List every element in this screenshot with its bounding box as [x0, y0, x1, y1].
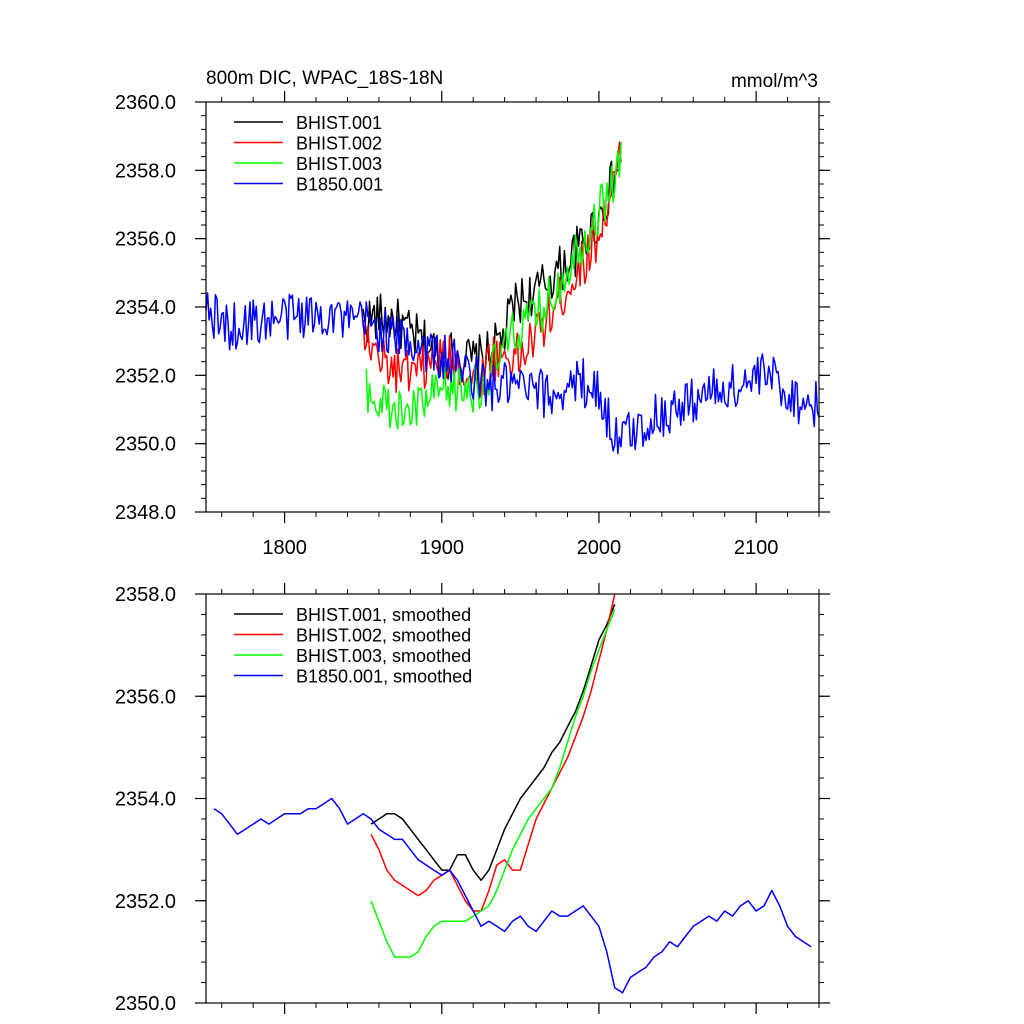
top-panel: 800m DIC, WPAC_18S-18N mmol/m^3 1800 1900… — [115, 68, 830, 559]
y-tick-label: 2348.0 — [115, 502, 176, 524]
bottom-axes: 2350.0 2352.0 2354.0 2356.0 2358.0 — [115, 583, 830, 1015]
series-line-bhist-001-smoothed — [370, 603, 616, 882]
series-line-bhist-003-smoothed — [370, 609, 616, 958]
y-tick-label: 2358.0 — [115, 160, 176, 182]
x-tick-label: 1900 — [420, 537, 465, 559]
y-tick-label: 2358.0 — [115, 584, 176, 606]
x-tick-label: 1800 — [262, 537, 307, 559]
y-tick-label: 2352.0 — [115, 891, 176, 913]
units-label: mmol/m^3 — [731, 71, 818, 92]
series-line-bhist-003 — [365, 142, 622, 430]
y-tick-label: 2356.0 — [115, 229, 176, 251]
x-tick-label: 2100 — [734, 537, 779, 559]
legend-label: BHIST.002 — [296, 134, 382, 154]
chart-title: 800m DIC, WPAC_18S-18N — [206, 68, 443, 89]
legend-label: BHIST.003 — [296, 154, 382, 174]
series-line-bhist-002-smoothed — [370, 593, 616, 912]
y-tick-label: 2352.0 — [115, 365, 176, 387]
series-line-b1850-001 — [205, 292, 820, 455]
y-tick-label: 2350.0 — [115, 993, 176, 1015]
legend-label: B1850.001 — [296, 175, 383, 195]
legend-label: BHIST.001 — [296, 113, 382, 133]
x-tick-label: 2000 — [577, 537, 622, 559]
top-axes: 1800 1900 2000 2100 2348.0 2350.0 2352.0 2354.0… — [115, 91, 830, 559]
y-tick-label: 2356.0 — [115, 686, 176, 708]
top-series-group — [205, 141, 820, 455]
legend-label: BHIST.001, smoothed — [296, 605, 471, 625]
legend-label: BHIST.003, smoothed — [296, 646, 471, 666]
series-line-b1850-001-smoothed — [213, 797, 812, 994]
bottom-panel: 2350.0 2352.0 2354.0 2356.0 2358.0 BHIST.001… — [115, 583, 830, 1015]
y-tick-label: 2354.0 — [115, 297, 176, 319]
bottom-series-group — [213, 593, 812, 994]
y-tick-label: 2350.0 — [115, 434, 176, 456]
series-line-bhist-002 — [362, 141, 622, 400]
legend-label: B1850.001, smoothed — [296, 667, 472, 687]
legend-label: BHIST.002, smoothed — [296, 626, 471, 646]
y-tick-label: 2360.0 — [115, 92, 176, 114]
y-tick-label: 2354.0 — [115, 789, 176, 811]
